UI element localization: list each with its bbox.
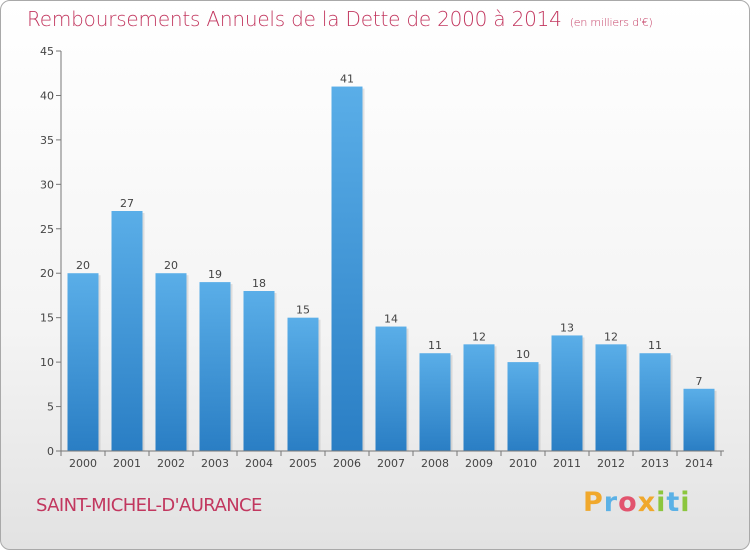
bar bbox=[507, 362, 539, 451]
brand-letter: r bbox=[603, 487, 619, 518]
bar-chart: 20 27 20 19 18 15 41 14 11 12 10 13 12 11 7 0 5 10 15 20 25… bbox=[40, 45, 724, 470]
bar-value-label: 15 bbox=[296, 304, 310, 317]
bar bbox=[419, 353, 451, 451]
y-tick-label: 0 bbox=[47, 445, 54, 458]
x-tick-label: 2004 bbox=[245, 457, 273, 470]
bar-value-label: 19 bbox=[208, 268, 222, 281]
x-tick-label: 2010 bbox=[509, 457, 537, 470]
bar bbox=[287, 317, 319, 451]
y-tick-label: 25 bbox=[40, 223, 54, 236]
bar-value-label: 10 bbox=[516, 348, 530, 361]
brand-letter: i bbox=[680, 487, 691, 518]
x-tick-label: 2006 bbox=[333, 457, 361, 470]
bar-value-label: 11 bbox=[648, 339, 662, 352]
bar-value-label: 14 bbox=[384, 313, 398, 326]
y-tick-label: 30 bbox=[40, 178, 54, 191]
bar bbox=[111, 211, 143, 451]
bar bbox=[199, 282, 231, 451]
x-tick-label: 2008 bbox=[421, 457, 449, 470]
x-tick-label: 2000 bbox=[69, 457, 97, 470]
y-tick-label: 40 bbox=[40, 89, 54, 102]
bar bbox=[155, 273, 187, 451]
x-tick-label: 2003 bbox=[201, 457, 229, 470]
x-tick-label: 2002 bbox=[157, 457, 185, 470]
y-tick-label: 15 bbox=[40, 312, 54, 325]
y-tick-label: 45 bbox=[40, 45, 54, 58]
bar bbox=[683, 388, 715, 451]
x-tick-label: 2007 bbox=[377, 457, 405, 470]
bar-value-label: 12 bbox=[604, 330, 618, 343]
bar-value-label: 20 bbox=[76, 259, 90, 272]
title-text: Remboursements Annuels de la Dette de 20… bbox=[27, 7, 562, 31]
bar-value-label: 18 bbox=[252, 277, 266, 290]
commune-name: SAINT-MICHEL-D'AURANCE bbox=[36, 495, 262, 516]
x-tick-label: 2013 bbox=[641, 457, 669, 470]
brand-logo: Proxiti bbox=[583, 487, 691, 518]
brand-letter: i bbox=[656, 487, 667, 518]
x-tick-label: 2005 bbox=[289, 457, 317, 470]
x-tick-label: 2001 bbox=[113, 457, 141, 470]
x-tick-label: 2009 bbox=[465, 457, 493, 470]
brand-letter: o bbox=[618, 487, 638, 518]
chart-title: Remboursements Annuels de la Dette de 20… bbox=[27, 7, 653, 31]
bar bbox=[375, 326, 407, 451]
bar bbox=[551, 335, 583, 451]
x-tick-label: 2012 bbox=[597, 457, 625, 470]
bar bbox=[67, 273, 99, 451]
bar bbox=[463, 344, 495, 451]
brand-letter: P bbox=[583, 487, 604, 518]
bar-value-label: 7 bbox=[696, 375, 703, 388]
x-tick-label: 2011 bbox=[553, 457, 581, 470]
y-tick-label: 35 bbox=[40, 134, 54, 147]
x-tick-label: 2014 bbox=[685, 457, 713, 470]
brand-letter: t bbox=[666, 487, 681, 518]
y-tick-label: 20 bbox=[40, 267, 54, 280]
bar-value-label: 11 bbox=[428, 339, 442, 352]
bar bbox=[331, 86, 363, 452]
bar-value-label: 13 bbox=[560, 321, 574, 334]
bar bbox=[595, 344, 627, 451]
title-unit: (en milliers d'€) bbox=[569, 16, 653, 29]
y-tick-label: 10 bbox=[40, 356, 54, 369]
bar-value-label: 27 bbox=[120, 197, 134, 210]
y-tick-label: 5 bbox=[47, 401, 54, 414]
bar-value-label: 12 bbox=[472, 330, 486, 343]
bar bbox=[639, 353, 671, 451]
bar-value-label: 41 bbox=[340, 73, 354, 86]
brand-letter: x bbox=[637, 487, 657, 518]
bar bbox=[243, 291, 275, 451]
bar-value-label: 20 bbox=[164, 259, 178, 272]
